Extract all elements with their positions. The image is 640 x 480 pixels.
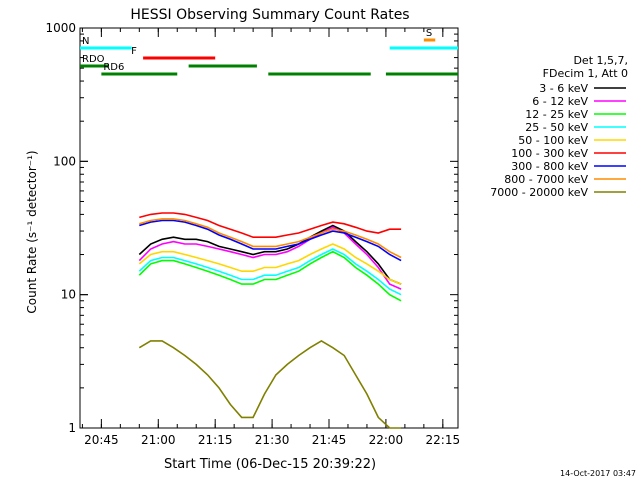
flag-label-rd6: RD6 <box>103 62 124 73</box>
x-tick-label: 21:30 <box>255 433 290 447</box>
legend-header: Det 1,5,7, <box>573 54 628 67</box>
y-tick-label: 1 <box>68 421 76 435</box>
legend-header: FDecim 1, Att 0 <box>543 67 628 80</box>
legend-entry-label: 100 - 300 keV <box>511 147 588 160</box>
legend-entry-label: 50 - 100 keV <box>518 134 588 147</box>
y-tick-label: 1000 <box>45 21 76 35</box>
legend-entry-label: 6 - 12 keV <box>532 95 588 108</box>
series-25to50kev <box>138 248 402 296</box>
x-tick-label: 21:45 <box>312 433 347 447</box>
flag-label-f: F <box>131 46 137 57</box>
y-tick-label: 100 <box>53 154 76 168</box>
series-6to12kev <box>138 226 402 290</box>
y-axis-label: Count Rate (s⁻¹ detector⁻¹) <box>25 150 39 313</box>
x-tick-label: 21:00 <box>141 433 176 447</box>
footer-date: 14-Oct-2017 03:47 <box>560 469 636 478</box>
plot-frame <box>79 27 459 429</box>
flag-label-s: S <box>426 28 432 39</box>
x-tick-label: 21:15 <box>198 433 233 447</box>
series-100to300kev <box>139 212 402 238</box>
x-axis: 20:45 21:00 21:15 21:30 21:45 22:00 22:15 <box>81 28 461 447</box>
legend-entry-label: 3 - 6 keV <box>539 82 588 95</box>
x-tick-label: 22:15 <box>426 433 461 447</box>
x-tick-label: 22:00 <box>369 433 404 447</box>
y-axis: 1 10 100 1000 <box>45 21 458 435</box>
chart-title: HESSI Observing Summary Count Rates <box>130 7 409 23</box>
series-layer <box>138 212 402 429</box>
series-12to25kev <box>138 250 402 302</box>
legend-entry-label: 7000 - 20000 keV <box>490 186 588 199</box>
legend-entry-label: 800 - 7000 keV <box>504 173 588 186</box>
legend-entry-label: 25 - 50 keV <box>525 121 588 134</box>
series-7000to20000kev <box>138 339 402 429</box>
series-50to100kev <box>138 243 402 285</box>
series-300to800kev <box>139 219 402 262</box>
legend-entry-label: 300 - 800 keV <box>511 160 588 173</box>
x-axis-label: Start Time (06-Dec-15 20:39:22) <box>164 457 376 472</box>
series-800to7000kev <box>139 218 402 259</box>
y-tick-label: 10 <box>61 288 76 302</box>
x-tick-label: 20:45 <box>84 433 119 447</box>
legend-entry-label: 12 - 25 keV <box>525 108 588 121</box>
flag-label-rdo: RDO <box>82 54 105 65</box>
flag-label-n: N <box>82 36 89 47</box>
series-3to6kev <box>138 224 402 285</box>
